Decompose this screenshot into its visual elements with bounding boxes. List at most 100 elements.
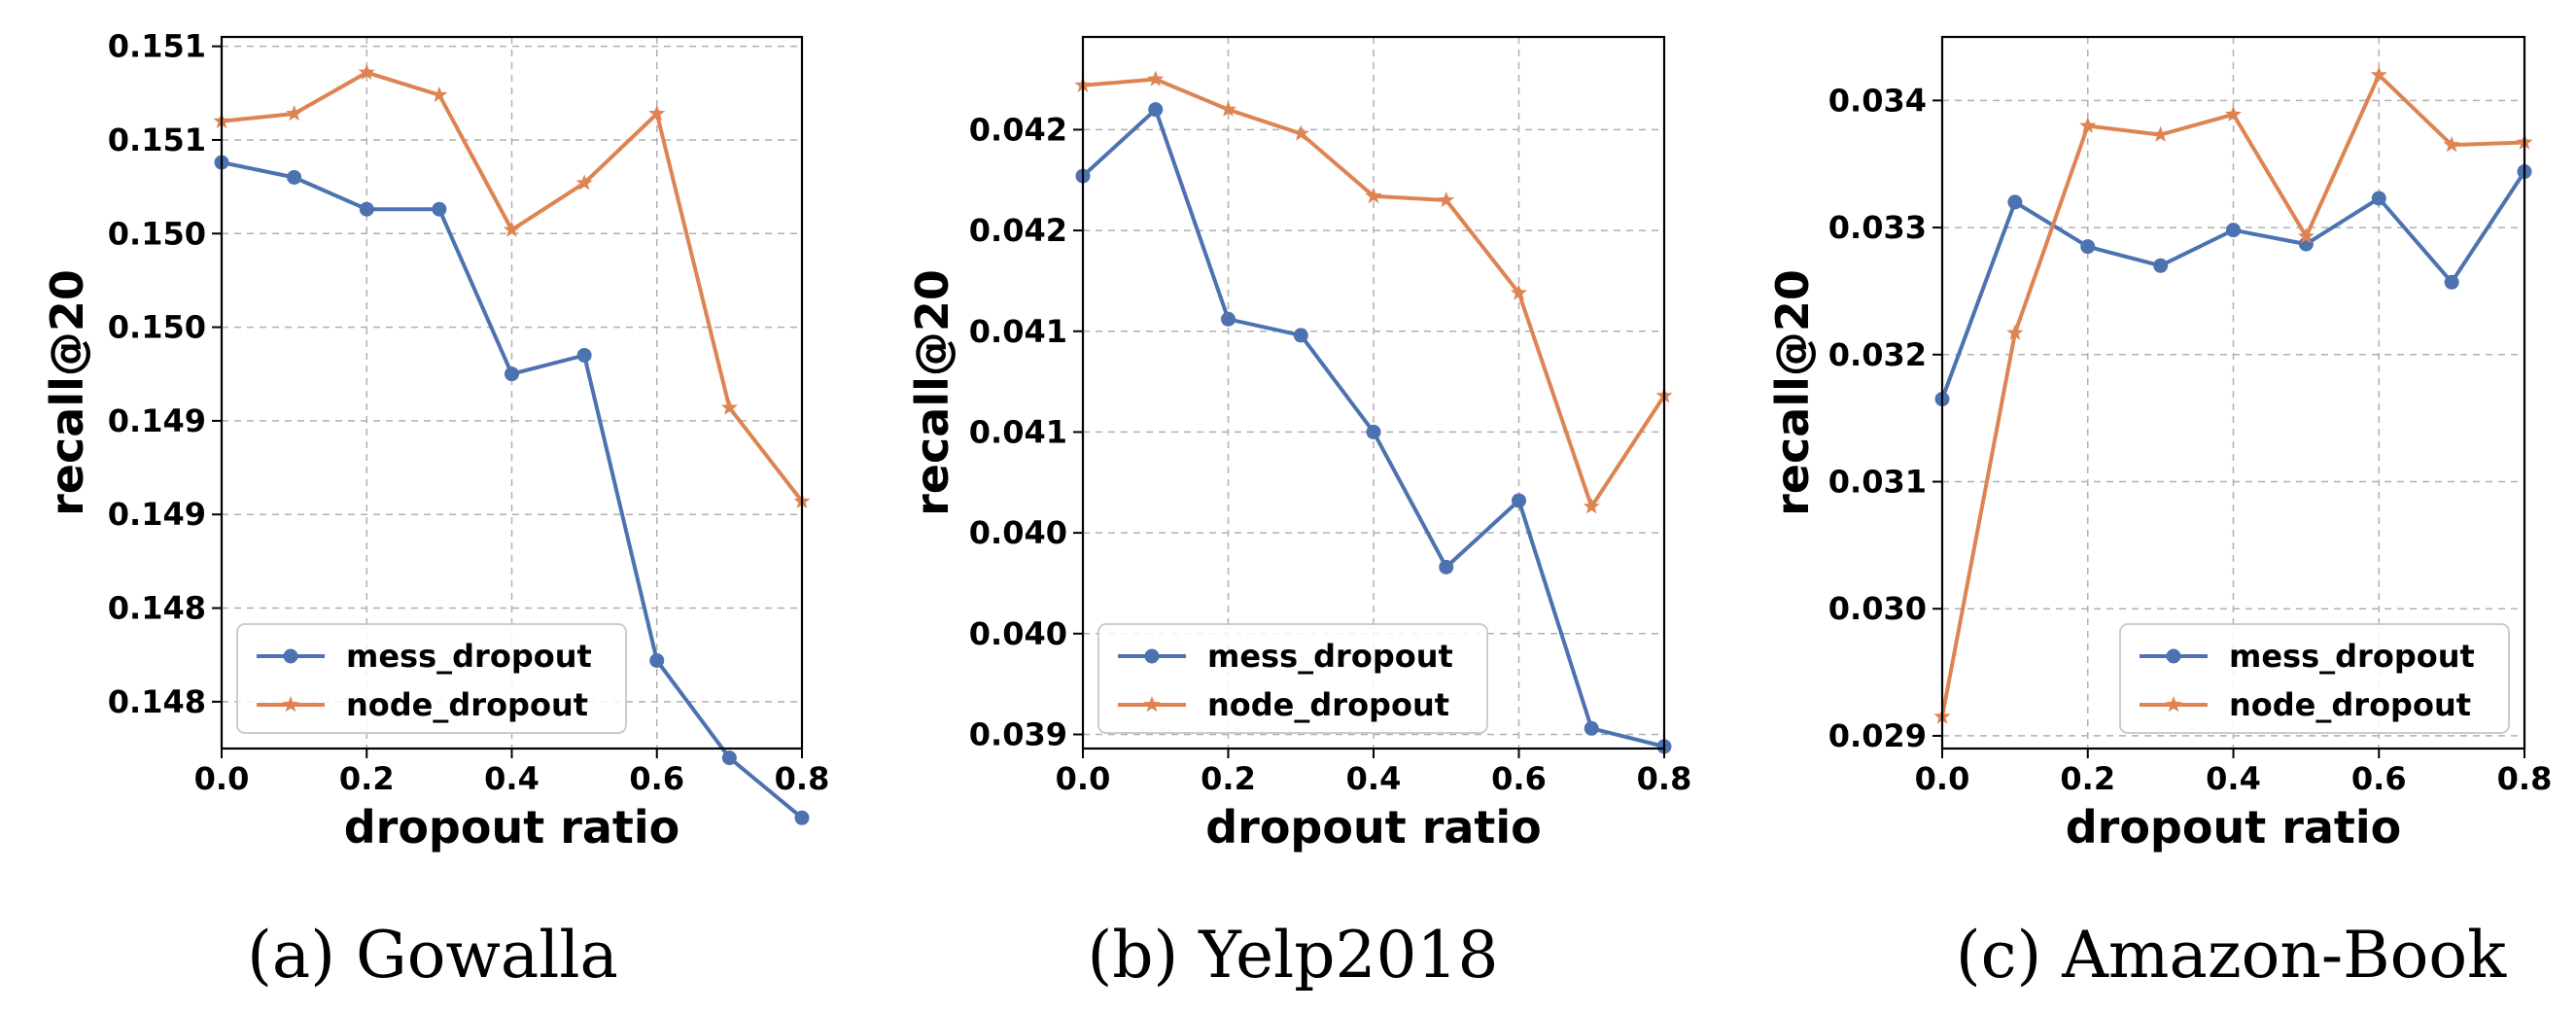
point-mess_dropout: [432, 201, 447, 217]
y-tick-label: 0.151: [108, 122, 206, 158]
y-tick-label: 0.148: [108, 683, 206, 720]
legend-marker-mess_dropout: [1144, 648, 1160, 664]
legend: mess_dropout node_dropout: [236, 623, 627, 734]
point-node_dropout: [1147, 70, 1165, 87]
y-tick-label: 0.040: [969, 615, 1067, 652]
x-tick-label: 0.6: [2351, 760, 2407, 797]
point-mess_dropout: [2153, 258, 2169, 273]
y-tick-label: 0.150: [108, 215, 206, 252]
point-node_dropout: [1292, 124, 1309, 141]
legend-marker-mess_dropout: [2166, 648, 2181, 664]
panel-caption: (c) Amazon-Book: [1956, 918, 2507, 993]
x-axis-label: dropout ratio: [344, 801, 680, 854]
y-tick-label: 0.039: [969, 715, 1067, 752]
chart-panel-1: 0.0 0.2 0.4 0.6 0.8 0.039 0.040 0.040 0.041 0.041…: [906, 35, 1692, 993]
legend-box: [236, 623, 627, 734]
point-node_dropout: [2370, 66, 2387, 83]
legend-label-node_dropout: node_dropout: [2229, 686, 2471, 723]
x-tick-label: 0.2: [339, 760, 395, 797]
point-mess_dropout: [2080, 239, 2096, 255]
x-tick-label: 0.4: [1346, 760, 1402, 797]
y-tick-label: 0.032: [1828, 336, 1927, 373]
point-node_dropout: [2006, 324, 2024, 340]
x-axis-label: dropout ratio: [2066, 801, 2402, 854]
point-mess_dropout: [2371, 191, 2386, 206]
point-mess_dropout: [1439, 559, 1454, 575]
legend: mess_dropout node_dropout: [1097, 623, 1488, 734]
x-tick-label: 0.0: [1915, 760, 1970, 797]
y-tick-label: 0.042: [969, 212, 1067, 249]
x-tick-label: 0.2: [1201, 760, 1256, 797]
y-tick-label: 0.148: [108, 590, 206, 627]
point-node_dropout: [575, 174, 593, 191]
point-node_dropout: [2079, 117, 2097, 133]
legend-marker-node_dropout: [2165, 696, 2182, 713]
point-node_dropout: [1365, 187, 1382, 204]
x-tick-label: 0.0: [1056, 760, 1111, 797]
point-node_dropout: [1510, 284, 1528, 300]
x-tick-label: 0.8: [1637, 760, 1692, 797]
panel-caption: (a) Gowalla: [247, 918, 618, 993]
point-mess_dropout: [794, 810, 810, 825]
point-mess_dropout: [2226, 223, 2241, 238]
point-node_dropout: [2443, 136, 2460, 153]
legend-box: [2119, 623, 2510, 734]
y-tick-label: 0.149: [108, 496, 206, 533]
point-mess_dropout: [1221, 311, 1236, 327]
point-node_dropout: [358, 63, 375, 80]
legend-marker-mess_dropout: [283, 648, 298, 664]
legend-label-mess_dropout: mess_dropout: [1207, 638, 1453, 675]
legend: mess_dropout node_dropout: [2119, 623, 2510, 734]
legend-marker-node_dropout: [282, 696, 299, 713]
point-mess_dropout: [1584, 720, 1599, 736]
y-tick-label: 0.030: [1828, 590, 1927, 627]
y-tick-label: 0.034: [1828, 82, 1927, 119]
legend-label-mess_dropout: mess_dropout: [346, 638, 592, 675]
point-node_dropout: [720, 399, 738, 415]
x-tick-label: 0.8: [2497, 760, 2553, 797]
y-axis-label: recall@20: [906, 269, 958, 516]
y-tick-label: 0.149: [108, 402, 206, 439]
point-node_dropout: [431, 86, 448, 102]
point-mess_dropout: [2444, 274, 2459, 290]
point-mess_dropout: [1366, 424, 1381, 439]
x-tick-label: 0.2: [2060, 760, 2115, 797]
point-node_dropout: [2224, 105, 2243, 122]
y-tick-label: 0.040: [969, 514, 1067, 551]
x-tick-label: 0.8: [775, 760, 830, 797]
y-tick-label: 0.031: [1828, 464, 1927, 501]
y-tick-label: 0.042: [969, 111, 1067, 148]
point-node_dropout: [503, 221, 521, 237]
x-tick-label: 0.6: [629, 760, 684, 797]
series-line-node_dropout: [221, 70, 804, 503]
legend-label-mess_dropout: mess_dropout: [2229, 638, 2475, 675]
point-mess_dropout: [287, 169, 302, 185]
point-node_dropout: [1219, 100, 1237, 117]
point-mess_dropout: [2007, 194, 2023, 210]
point-node_dropout: [286, 105, 303, 122]
point-node_dropout: [1583, 498, 1600, 514]
point-mess_dropout: [649, 652, 665, 668]
legend-box: [1097, 623, 1488, 734]
point-node_dropout: [2152, 125, 2170, 142]
y-tick-label: 0.041: [969, 413, 1067, 450]
y-tick-label: 0.041: [969, 313, 1067, 350]
point-mess_dropout: [359, 201, 374, 217]
point-mess_dropout: [1148, 102, 1164, 118]
legend-marker-node_dropout: [1143, 696, 1161, 713]
point-node_dropout: [1438, 192, 1455, 208]
x-tick-label: 0.4: [484, 760, 540, 797]
x-tick-label: 0.6: [1491, 760, 1547, 797]
legend-label-node_dropout: node_dropout: [1207, 686, 1449, 723]
point-mess_dropout: [576, 347, 592, 363]
point-mess_dropout: [721, 750, 737, 766]
chart-panel-2: 0.0 0.2 0.4 0.6 0.8 0.029 0.030 0.031 0.032 0.033…: [1766, 35, 2553, 993]
x-axis-label: dropout ratio: [1205, 801, 1542, 854]
point-mess_dropout: [1293, 328, 1308, 343]
point-node_dropout: [648, 105, 666, 122]
panel-caption: (b) Yelp2018: [1088, 918, 1499, 993]
point-node_dropout: [2297, 227, 2315, 244]
y-axis-label: recall@20: [1766, 269, 1819, 516]
y-tick-label: 0.150: [108, 309, 206, 346]
